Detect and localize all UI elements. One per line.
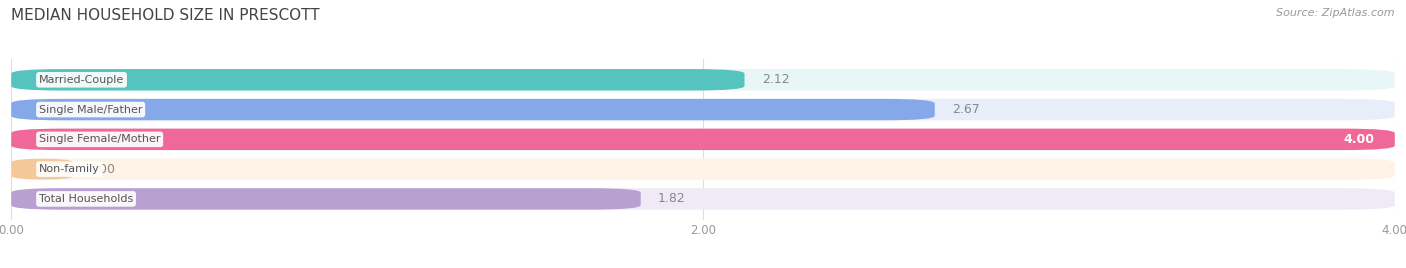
Text: 2.67: 2.67: [952, 103, 980, 116]
Text: Source: ZipAtlas.com: Source: ZipAtlas.com: [1277, 8, 1395, 18]
FancyBboxPatch shape: [11, 69, 1395, 91]
Text: Married-Couple: Married-Couple: [39, 75, 124, 85]
Text: Non-family: Non-family: [39, 164, 100, 174]
Text: 0.00: 0.00: [87, 163, 115, 176]
Text: Single Female/Mother: Single Female/Mother: [39, 134, 160, 144]
FancyBboxPatch shape: [11, 99, 935, 120]
Text: 1.82: 1.82: [658, 192, 686, 205]
FancyBboxPatch shape: [11, 69, 745, 91]
FancyBboxPatch shape: [11, 188, 1395, 210]
FancyBboxPatch shape: [11, 99, 1395, 120]
Text: 2.12: 2.12: [762, 73, 789, 86]
FancyBboxPatch shape: [11, 129, 1395, 150]
Text: Total Households: Total Households: [39, 194, 134, 204]
FancyBboxPatch shape: [11, 188, 641, 210]
FancyBboxPatch shape: [11, 158, 1395, 180]
Text: 4.00: 4.00: [1343, 133, 1374, 146]
FancyBboxPatch shape: [11, 129, 1395, 150]
FancyBboxPatch shape: [11, 158, 73, 180]
Text: MEDIAN HOUSEHOLD SIZE IN PRESCOTT: MEDIAN HOUSEHOLD SIZE IN PRESCOTT: [11, 8, 321, 23]
Text: Single Male/Father: Single Male/Father: [39, 105, 142, 115]
